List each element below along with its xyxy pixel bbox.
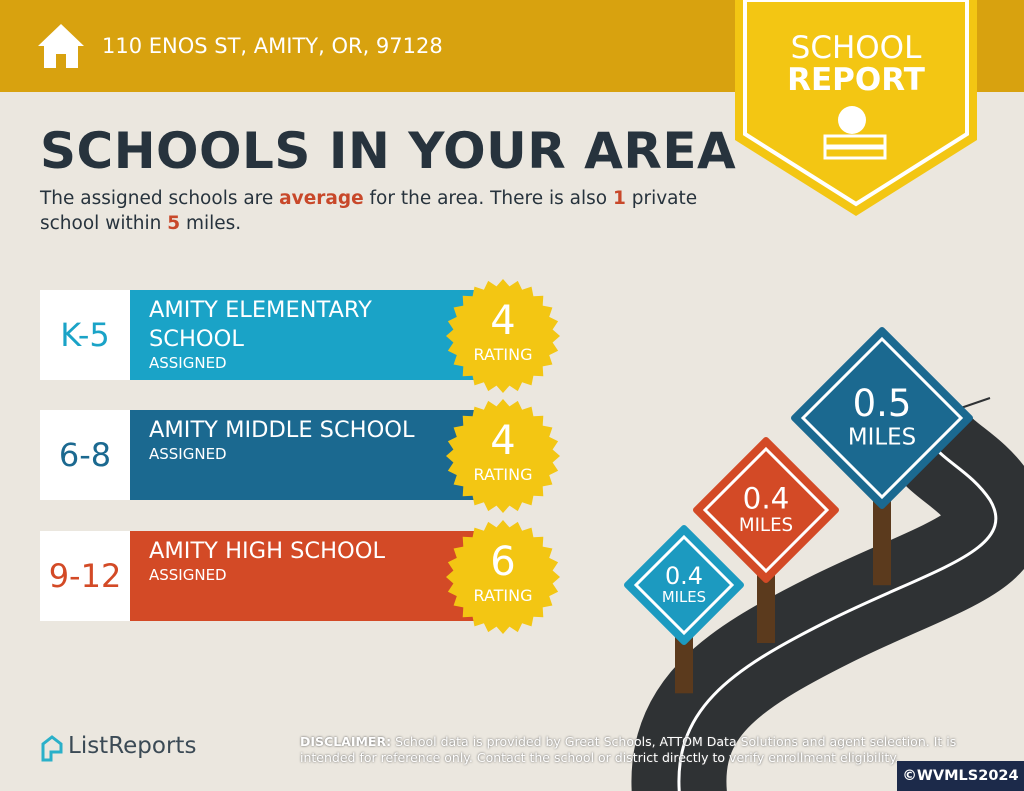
- title: SCHOOLS IN YOUR AREA: [40, 122, 737, 180]
- school-info: AMITY ELEMENTARY SCHOOL ASSIGNED: [149, 296, 449, 372]
- sign-border: [800, 336, 964, 500]
- summary-text: for the area. There is also: [363, 188, 613, 209]
- rating-label: RATING: [473, 345, 532, 364]
- sign-unit: MILES: [662, 589, 706, 606]
- school-status: ASSIGNED: [149, 566, 227, 584]
- grade: 9-12: [40, 531, 130, 621]
- sign-border: [633, 534, 735, 636]
- school-name: AMITY HIGH SCHOOL: [149, 538, 386, 564]
- sign: [693, 437, 839, 583]
- logo-icon: [41, 735, 63, 762]
- rating-label: RATING: [473, 586, 532, 605]
- school-status: ASSIGNED: [149, 354, 227, 372]
- starburst: [446, 399, 560, 513]
- school-name: AMITY ELEMENTARY SCHOOL: [149, 297, 372, 352]
- sign: [624, 525, 744, 645]
- summary-text: miles.: [180, 213, 242, 234]
- badge-line: REPORT: [787, 62, 925, 98]
- summary-highlight: average: [279, 188, 364, 209]
- home-icon: [38, 24, 84, 68]
- school-bar: AMITY ELEMENTARY SCHOOL ASSIGNED: [130, 290, 490, 380]
- summary: The assigned schools are average for the…: [40, 186, 700, 236]
- report-badge: SCHOOL REPORT: [735, 0, 977, 216]
- school-status: ASSIGNED: [149, 445, 227, 463]
- school-bar: AMITY MIDDLE SCHOOL ASSIGNED: [130, 410, 490, 500]
- disclaimer-label: DISCLAIMER:: [300, 734, 392, 749]
- sign-unit: MILES: [739, 515, 793, 536]
- sign-distance: 0.5: [853, 382, 912, 425]
- summary-highlight: 5: [167, 213, 181, 234]
- school-info: AMITY MIDDLE SCHOOL ASSIGNED: [149, 416, 449, 463]
- school-info: AMITY HIGH SCHOOL ASSIGNED: [149, 537, 449, 584]
- sign: [791, 327, 973, 509]
- school-bar: AMITY HIGH SCHOOL ASSIGNED: [130, 531, 490, 621]
- sign-border: [702, 446, 830, 574]
- rating-label: RATING: [473, 465, 532, 484]
- sign-distance: 0.4: [743, 482, 790, 516]
- logo: ListReports: [68, 733, 197, 759]
- disclaimer: DISCLAIMER: School data is provided by G…: [300, 734, 990, 766]
- summary-highlight: 1: [612, 188, 626, 209]
- disclaimer-text: School data is provided by Great Schools…: [300, 734, 957, 765]
- grade: 6-8: [40, 410, 130, 500]
- rating-value: 4: [490, 298, 515, 344]
- rating-value: 6: [490, 539, 515, 585]
- address: 110 ENOS ST, AMITY, OR, 97128: [102, 34, 443, 58]
- grade: K-5: [40, 290, 130, 380]
- sign-unit: MILES: [848, 424, 916, 450]
- summary-text: private school within: [40, 188, 698, 234]
- school-name: AMITY MIDDLE SCHOOL: [149, 417, 415, 443]
- starburst: [446, 279, 560, 393]
- starburst: [446, 520, 560, 634]
- copyright: ©WVMLS2024: [897, 761, 1024, 791]
- sign-distance: 0.4: [665, 562, 703, 590]
- rating-value: 4: [490, 418, 515, 464]
- badge-line: SCHOOL: [791, 30, 922, 66]
- summary-text: The assigned schools are: [40, 188, 280, 209]
